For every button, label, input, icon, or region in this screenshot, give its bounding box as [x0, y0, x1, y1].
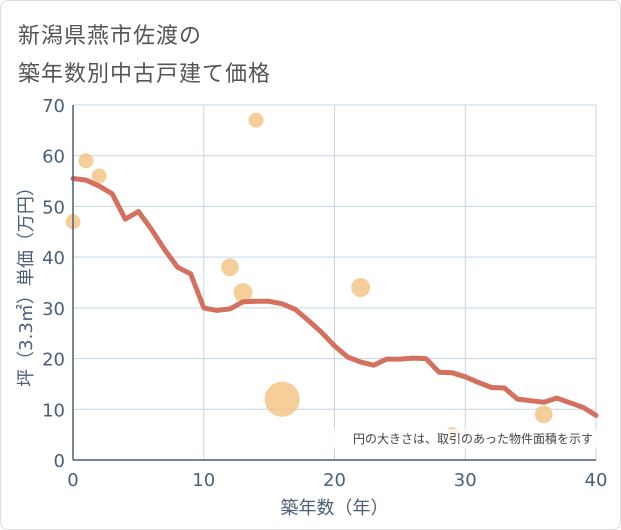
- x-tick-label: 10: [192, 470, 215, 491]
- data-point: [248, 112, 264, 128]
- x-tick-label: 0: [67, 470, 78, 491]
- y-tick-label: 10: [42, 400, 65, 421]
- grid-layer: [72, 104, 597, 461]
- data-point: [351, 278, 371, 298]
- bubble-layer: [65, 112, 553, 443]
- y-tick-label: 70: [42, 96, 65, 117]
- x-axis-label: 築年数（年）: [281, 498, 389, 519]
- y-tick-label: 50: [42, 197, 65, 218]
- data-point: [91, 168, 107, 184]
- data-point: [233, 283, 253, 303]
- x-tick-label: 20: [323, 470, 346, 491]
- annotation-background: [318, 429, 597, 448]
- x-tick-label: 30: [454, 470, 477, 491]
- data-point: [221, 258, 239, 277]
- y-tick-label: 30: [42, 299, 65, 320]
- axis-layer: 0 10 20 30 40 50 60 70 0 10 20 30 40: [42, 96, 607, 491]
- y-tick-label: 60: [42, 147, 65, 168]
- data-point: [534, 405, 553, 424]
- chart-title-line2: 築年数別中古戸建て価格: [18, 62, 272, 87]
- y-tick-label: 20: [42, 350, 65, 371]
- annotation-text: 円の大きさは、取引のあった物件面積を示す: [353, 431, 593, 446]
- trend-line: [70, 176, 599, 418]
- y-tick-label: 40: [42, 248, 65, 269]
- data-point: [78, 153, 94, 169]
- data-point: [264, 381, 300, 417]
- x-tick-label: 40: [585, 470, 608, 491]
- y-axis-label: 坪（3.3㎡）単価（万円）: [15, 178, 37, 387]
- chart-title-line1: 新潟県燕市佐渡の: [18, 24, 203, 49]
- y-tick-label: 0: [54, 451, 65, 472]
- trend-line-layer: [70, 176, 599, 418]
